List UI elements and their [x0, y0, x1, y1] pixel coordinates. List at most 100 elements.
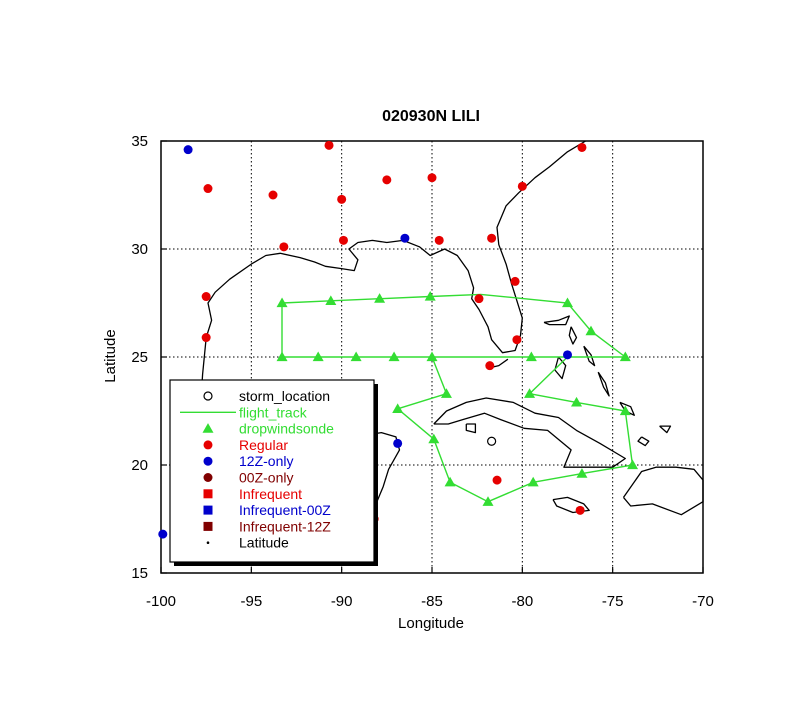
legend-item: dropwindsonde	[202, 421, 334, 437]
dropwindsonde-point	[440, 388, 452, 398]
dropwindsonde-point	[424, 291, 436, 301]
regular-point	[485, 361, 495, 371]
legend-symbol-square	[203, 521, 213, 531]
dropwindsonde-point	[276, 297, 288, 308]
legend-symbol-square	[203, 505, 213, 515]
regular-point	[577, 142, 587, 152]
legend-item: 00Z-only	[203, 470, 293, 486]
legend-item: storm_location	[203, 388, 330, 404]
coastline-7	[543, 315, 570, 326]
legend-symbol-square	[203, 489, 213, 499]
coastline-0	[200, 140, 586, 433]
regular-point	[203, 184, 213, 194]
coastline-8	[568, 326, 578, 345]
regular-point	[492, 475, 502, 485]
flight-track-line	[396, 356, 634, 503]
storm-location-point	[487, 436, 497, 446]
legend-label: Latitude	[239, 535, 289, 551]
legend-item: 12Z-only	[203, 453, 293, 469]
dropwindsonde-point	[325, 295, 337, 305]
regular-point	[337, 194, 347, 204]
regular-point	[338, 235, 348, 245]
legend-symbol-triangle	[202, 423, 214, 433]
dropwindsonde-point	[388, 351, 400, 362]
dropwindsonde-point	[619, 405, 631, 416]
legend-label: Regular	[239, 437, 288, 453]
twelvez-only-point	[400, 233, 410, 243]
legend-label: Infrequent	[239, 486, 302, 502]
legend-label: 00Z-only	[239, 470, 293, 486]
legend-label: flight_track	[239, 404, 308, 420]
regular-point	[268, 190, 278, 200]
regular-point	[487, 233, 497, 243]
regular-point	[434, 235, 444, 245]
dropwindsonde-point	[562, 297, 573, 308]
coastline-13	[659, 425, 672, 434]
legend-item: Infrequent-12Z	[203, 518, 331, 534]
legend-symbol-circle	[203, 473, 213, 482]
twelvez-only-point	[563, 350, 572, 360]
y-tick-label: 25	[131, 349, 148, 366]
dropwindsonde-point	[482, 496, 494, 506]
regular-point	[575, 505, 585, 515]
y-tick-label: 35	[131, 133, 148, 150]
y-tick-label: 30	[131, 241, 148, 258]
x-tick-label: -75	[602, 593, 624, 610]
regular-point	[279, 242, 289, 252]
coastline-3	[465, 423, 477, 434]
legend-item: Latitude	[206, 535, 289, 551]
legend-box	[169, 379, 375, 563]
x-tick-label: -90	[331, 593, 353, 610]
x-tick-label: -70	[692, 593, 714, 610]
regular-point	[512, 335, 522, 345]
regular-point	[324, 140, 334, 150]
coastline-6	[554, 356, 567, 380]
dropwindsonde-point	[585, 325, 597, 336]
legend-symbol-circle	[203, 456, 213, 466]
twelvez-only-point	[393, 438, 403, 448]
legend-label: dropwindsonde	[239, 421, 334, 437]
regular-point	[201, 292, 211, 302]
chart-title: 020930N LILI	[382, 108, 480, 125]
legend-label: storm_location	[239, 388, 330, 404]
dropwindsonde-point	[426, 351, 438, 362]
twelvez-only-point	[158, 529, 168, 539]
axis-ticks: -100 -95 -90 -85 -80 -75 -70 15 20 25 30 35	[131, 133, 714, 610]
dropwindsonde-point	[525, 351, 537, 362]
coastline-10	[597, 371, 610, 397]
x-tick-label: -95	[240, 593, 262, 610]
regular-point	[427, 173, 437, 183]
legend-label: 12Z-only	[239, 453, 293, 469]
x-tick-label: -100	[146, 593, 176, 610]
data-series	[158, 140, 639, 539]
coastline-11	[619, 401, 635, 416]
regular-point	[382, 175, 392, 185]
coastline-2	[433, 397, 626, 468]
dropwindsonde-point	[312, 351, 324, 362]
dropwindsonde-point	[571, 396, 583, 407]
twelvez-only-point	[183, 145, 193, 155]
regular-point	[201, 333, 211, 343]
legend-symbol-circle	[203, 440, 213, 450]
x-tick-label: -85	[421, 593, 443, 610]
legend-item: Infrequent	[203, 486, 302, 502]
legend-symbol-open-circle	[203, 391, 213, 401]
dropwindsonde-point	[276, 351, 288, 362]
x-axis-title: Longitude	[398, 615, 464, 632]
coastline-9	[583, 345, 596, 367]
dropwindsonde-point	[627, 459, 639, 470]
flight-track-line	[281, 293, 628, 358]
legend-item: Infrequent-00Z	[203, 502, 331, 518]
dropwindsonde-point	[428, 433, 440, 444]
y-tick-label: 15	[131, 565, 148, 582]
legend: storm_locationflight_trackdropwindsondeR…	[169, 379, 378, 566]
dropwindsonde-point	[350, 351, 362, 362]
dropwindsonde-point	[619, 351, 631, 362]
legend-label: Infrequent-00Z	[239, 502, 331, 518]
dropwindsonde-point	[444, 476, 456, 487]
regular-point	[510, 276, 520, 286]
coastline-4	[552, 496, 590, 514]
y-axis-title: Latitude	[102, 329, 119, 382]
dropwindsonde-point	[524, 388, 536, 398]
